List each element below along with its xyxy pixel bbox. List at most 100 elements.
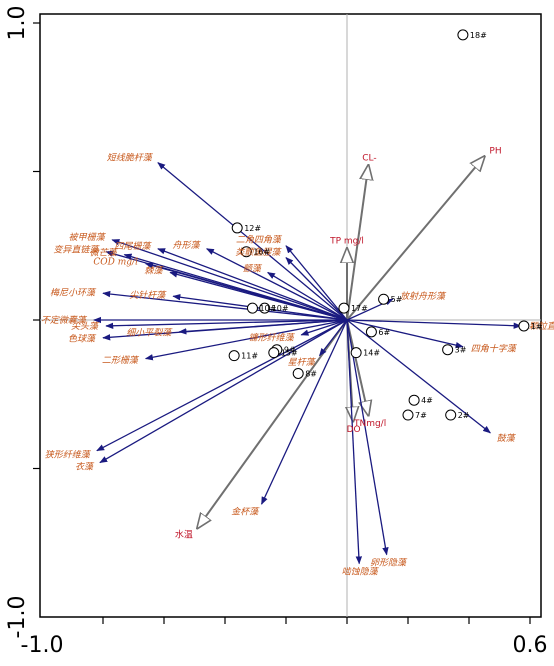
site-point xyxy=(378,293,390,305)
y-tick-label: -1.0 xyxy=(5,596,30,639)
site-point xyxy=(518,320,530,332)
species-arrow-label: 颗粒直链藻 xyxy=(529,321,554,332)
species-arrow xyxy=(346,319,464,349)
species-arrow-label: 尖头藻 xyxy=(71,321,100,332)
site-point xyxy=(408,394,420,406)
y-tick-label: 1.0 xyxy=(5,6,30,41)
species-arrow-label: 颤藻 xyxy=(243,263,263,274)
species-arrow-label: 金杯藻 xyxy=(231,506,260,517)
species-arrow-label: 衣藻 xyxy=(75,462,95,473)
site-point xyxy=(457,29,469,41)
env-arrow xyxy=(346,319,368,415)
species-arrow-label: 四尾栅藻 xyxy=(114,241,152,252)
species-arrow xyxy=(99,319,348,464)
species-arrow-label: 梅尼小环藻 xyxy=(50,287,97,298)
env-arrow xyxy=(346,166,368,321)
env-arrow-label: TP mg/l xyxy=(329,237,364,247)
site-label: 1# xyxy=(531,322,543,331)
site-point xyxy=(259,302,271,314)
site-label: 15# xyxy=(281,349,298,358)
site-label: 11# xyxy=(241,352,258,361)
site-point xyxy=(350,347,362,359)
species-arrow xyxy=(96,319,348,452)
site-point xyxy=(365,326,377,338)
x-tick-label: 0.6 xyxy=(513,633,548,658)
plot-frame xyxy=(39,13,542,618)
env-arrow-label: PH xyxy=(489,147,501,157)
site-point xyxy=(228,350,240,362)
species-arrow-label: 二角四角藻 xyxy=(236,235,283,246)
site-label: 16# xyxy=(253,248,270,257)
species-arrow-label: 狭形纤维藻 xyxy=(45,449,92,460)
species-arrow xyxy=(346,319,389,556)
site-point xyxy=(268,347,280,359)
site-point xyxy=(402,409,414,421)
species-arrow xyxy=(300,319,348,336)
species-arrow xyxy=(346,319,491,434)
site-point xyxy=(246,302,258,314)
species-arrow xyxy=(178,319,348,335)
species-arrow-label: 变异直链藻 xyxy=(53,245,100,256)
site-label: 9# xyxy=(284,346,296,355)
species-arrow xyxy=(157,162,348,321)
site-label: 12# xyxy=(244,224,261,233)
site-label: 4# xyxy=(421,396,433,405)
site-label: 18# xyxy=(470,31,487,40)
site-label: 10# xyxy=(259,304,276,313)
species-arrow xyxy=(285,257,348,321)
species-arrow-label: 鼓藻 xyxy=(497,433,517,444)
species-arrow xyxy=(105,319,348,329)
species-arrow xyxy=(157,248,348,321)
site-label: 3# xyxy=(455,346,467,355)
species-arrow-label: 棘藻 xyxy=(144,265,164,276)
site-label: 14# xyxy=(363,349,380,358)
species-arrow-label: 被甲栅藻 xyxy=(69,232,107,243)
species-arrow-label: 细小平裂藻 xyxy=(126,327,173,338)
species-arrow xyxy=(261,319,348,505)
site-point xyxy=(445,409,457,421)
site-label: 17# xyxy=(351,304,368,313)
species-arrow-label: 四角十字藻 xyxy=(471,344,518,355)
species-arrow xyxy=(111,239,348,321)
site-label: 2# xyxy=(458,411,470,420)
species-arrow-label: 卵形隐藻 xyxy=(370,558,408,569)
site-label: 5# xyxy=(391,295,403,304)
env-arrow-label: 水温 xyxy=(175,528,193,540)
species-arrow-label: 不定微囊藻 xyxy=(41,315,88,326)
species-arrow-label: 星杆藻 xyxy=(288,357,317,368)
species-arrow xyxy=(267,271,348,321)
species-arrow-label: 色球藻 xyxy=(68,333,97,344)
species-arrow-label: 啮蚀隐藻 xyxy=(342,567,380,578)
site-point xyxy=(231,222,243,234)
x-tick-label: -1.0 xyxy=(21,633,64,658)
species-arrow-label: 放射舟形藻 xyxy=(400,291,447,302)
species-arrow-label: 尖针杆藻 xyxy=(129,290,167,301)
site-label: 7# xyxy=(415,411,427,420)
site-point xyxy=(338,302,350,314)
species-arrow xyxy=(144,319,348,361)
env-arrow-label: DO xyxy=(347,425,361,435)
site-label: 8# xyxy=(305,369,317,378)
species-arrow-label: 短线脆杆藻 xyxy=(107,152,154,163)
species-arrow-label: COD mg/l xyxy=(93,257,138,267)
species-arrow-label: 二形栅藻 xyxy=(102,355,140,366)
species-arrow-label: 类颤鱼腥藻 xyxy=(235,247,282,258)
species-arrow-label: 微芒藻 xyxy=(90,247,119,258)
species-arrow xyxy=(285,245,348,321)
species-arrow xyxy=(102,290,348,321)
species-arrow xyxy=(319,319,348,357)
env-arrow-label: CL- xyxy=(362,154,376,164)
site-label: 6# xyxy=(378,328,390,337)
species-arrow-label: 舟形藻 xyxy=(173,240,202,251)
species-arrow xyxy=(205,248,348,321)
env-arrow xyxy=(346,157,484,321)
species-arrow xyxy=(346,319,363,565)
env-arrow-label: TNmg/l xyxy=(353,419,386,429)
site-label: 10# xyxy=(272,304,289,313)
site-point xyxy=(292,367,304,379)
species-arrow xyxy=(346,319,522,329)
species-arrow xyxy=(169,271,348,321)
site-point xyxy=(442,344,454,356)
site-point xyxy=(240,246,252,258)
